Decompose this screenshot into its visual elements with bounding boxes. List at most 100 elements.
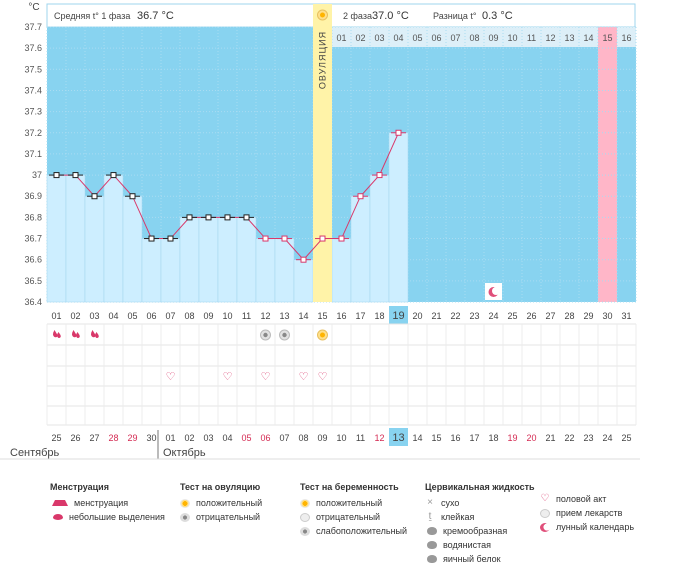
intercourse-heart-icon: ♡ <box>299 371 309 383</box>
temperature-bar <box>160 238 181 303</box>
temperature-bar <box>198 217 219 303</box>
temperature-point <box>319 235 326 242</box>
calendar-date-label: 19 <box>507 433 517 443</box>
legend-cervical-title: Цервикальная жидкость <box>425 482 535 492</box>
cycle-day-label: 16 <box>336 311 346 321</box>
legend-cervical: Цервикальная жидкость × сухо ṯ клейкая кре… <box>425 480 535 566</box>
menstruation-drop-icon <box>76 332 80 338</box>
temperature-point <box>167 235 174 242</box>
calendar-date-label: 14 <box>412 433 422 443</box>
calendar-date-label: 21 <box>545 433 555 443</box>
phase2-day-label: 13 <box>564 33 574 43</box>
temperature-bar <box>179 217 200 303</box>
cycle-day-label: 08 <box>184 311 194 321</box>
intercourse-heart-icon: ♡ <box>261 371 271 383</box>
legend-item-label: яичный белок <box>443 554 501 564</box>
negative-test-icon <box>180 512 190 522</box>
temperature-bar <box>293 259 314 303</box>
phase2-day-label: 14 <box>583 33 593 43</box>
legend-item-label: положительный <box>196 498 263 508</box>
temperature-point <box>91 193 98 200</box>
y-tick-label: 37 <box>32 170 42 180</box>
legend-item: лунный календарь <box>540 520 634 534</box>
cycle-day-label: 28 <box>564 311 574 321</box>
legend-item: прием лекарств <box>540 506 634 520</box>
legend-item: положительный <box>180 496 262 510</box>
temperature-point <box>53 172 60 179</box>
ovulation-test-negative-core <box>263 332 268 338</box>
temperature-bar <box>388 132 409 303</box>
cycle-day-label: 22 <box>450 311 460 321</box>
cycle-day-label: 19 <box>392 310 404 322</box>
cycle-day-label: 27 <box>545 311 555 321</box>
diff-header: Разница t° <box>433 11 477 21</box>
calendar-date-label: 22 <box>564 433 574 443</box>
cycle-day-label: 03 <box>89 311 99 321</box>
cycle-day-label: 12 <box>260 311 270 321</box>
temperature-bar <box>65 174 86 303</box>
legend-item-label: прием лекарств <box>556 508 623 518</box>
legend-item-label: отрицательный <box>316 512 381 522</box>
legend-item-label: сухо <box>441 498 460 508</box>
legend-item-label: кремообразная <box>443 526 508 536</box>
temperature-bar <box>331 238 352 303</box>
cycle-day-label: 31 <box>621 311 631 321</box>
phase2-day-label: 04 <box>393 33 403 43</box>
y-tick-label: 37.5 <box>24 64 42 74</box>
temperature-point <box>186 214 193 221</box>
sun-icon <box>180 498 190 508</box>
y-tick-label: 37.1 <box>24 149 42 159</box>
cycle-day-label: 05 <box>127 311 137 321</box>
calendar-date-label: 08 <box>298 433 308 443</box>
legend-menstruation-title: Менструация <box>50 482 109 492</box>
cycle-day-label: 01 <box>51 311 61 321</box>
cycle-day-label: 02 <box>70 311 80 321</box>
cycle-day-label: 25 <box>507 311 517 321</box>
temperature-bar <box>274 238 295 303</box>
cycle-day-label: 18 <box>374 311 384 321</box>
menstruation-drop-icon <box>91 330 96 338</box>
legend-item: ṯ клейкая <box>425 510 535 524</box>
y-tick-label: 37.4 <box>24 85 42 95</box>
temperature-point <box>224 214 231 221</box>
calendar-date-label: 05 <box>241 433 251 443</box>
calendar-date-label: 04 <box>222 433 232 443</box>
legend-item-label: водянистая <box>443 540 492 550</box>
legend-item: положительный <box>300 496 407 510</box>
phase2-header: 2 фаза <box>343 11 372 21</box>
y-tick-label: 37.2 <box>24 128 42 138</box>
calendar-date-label: 06 <box>260 433 270 443</box>
cycle-day-highlight <box>389 306 408 324</box>
phase2-day-label: 12 <box>545 33 555 43</box>
calendar-date-label: 15 <box>431 433 441 443</box>
calendar-date-label: 25 <box>51 433 61 443</box>
phase2-day-label: 05 <box>412 33 422 43</box>
ovulation-column <box>313 4 332 302</box>
legend-item: ♡ половой акт <box>540 492 634 506</box>
medication-icon <box>540 508 550 518</box>
phase2-day-label: 02 <box>355 33 365 43</box>
drop-icon <box>52 500 68 506</box>
phase2-day-label: 15 <box>602 33 612 43</box>
cycle-day-label: 04 <box>108 311 118 321</box>
temperature-point <box>338 235 345 242</box>
heart-icon: ♡ <box>540 493 550 504</box>
temperature-point <box>243 214 250 221</box>
calendar-date-label: 26 <box>70 433 80 443</box>
cycle-day-label: 10 <box>222 311 232 321</box>
egg-white-icon <box>427 555 437 563</box>
cycle-day-label: 14 <box>298 311 308 321</box>
moon-icon-cut <box>492 287 500 295</box>
legend-item-label: небольшие выделения <box>69 512 165 522</box>
calendar-date-label: 29 <box>127 433 137 443</box>
y-tick-label: 36.9 <box>24 191 42 201</box>
legend-pregnancy-test: Тест на беременность положительный отриц… <box>300 480 407 538</box>
negative-pregnancy-icon <box>300 512 310 522</box>
intercourse-heart-icon: ♡ <box>223 371 233 383</box>
phase2-day-label: 09 <box>488 33 498 43</box>
menstruation-drop-icon <box>95 332 99 338</box>
cycle-day-label: 21 <box>431 311 441 321</box>
y-unit-label: °C <box>28 2 39 13</box>
cycle-day-label: 09 <box>203 311 213 321</box>
calendar-date-label: 03 <box>203 433 213 443</box>
